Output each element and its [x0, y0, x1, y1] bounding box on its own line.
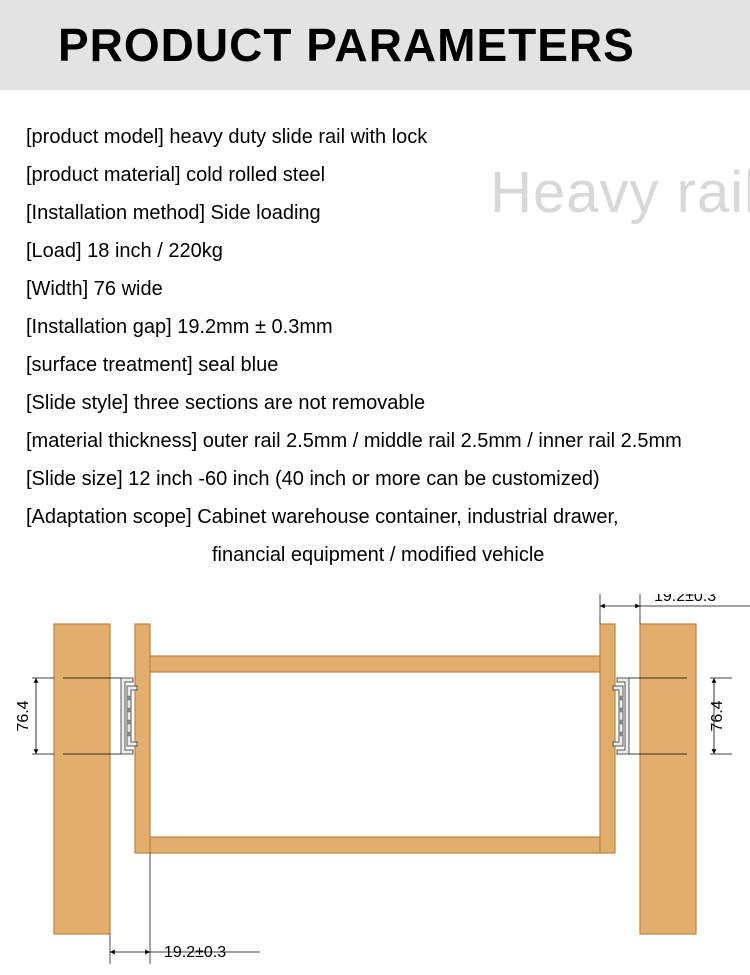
page-title: PRODUCT PARAMETERS	[58, 18, 750, 72]
svg-text:19.2±0.3: 19.2±0.3	[164, 944, 226, 961]
param-row: [Installation gap] 19.2mm ± 0.3mm	[26, 308, 730, 346]
header-band: PRODUCT PARAMETERS	[0, 0, 750, 90]
param-row-continuation: financial equipment / modified vehicle	[26, 536, 730, 574]
cross-section-diagram: 76.4 76.4 19.2±0.3 19.2±0.3	[0, 594, 750, 964]
param-row: [Load] 18 inch / 220kg	[26, 232, 730, 270]
parameters-block: Heavy rail [product model] heavy duty sl…	[0, 90, 750, 594]
param-row: [Width] 76 wide	[26, 270, 730, 308]
param-row: [Adaptation scope] Cabinet warehouse con…	[26, 498, 730, 536]
param-row: [Slide size] 12 inch -60 inch (40 inch o…	[26, 460, 730, 498]
param-row: [material thickness] outer rail 2.5mm / …	[26, 422, 730, 460]
svg-text:76.4: 76.4	[709, 700, 726, 731]
param-row: [product model] heavy duty slide rail wi…	[26, 118, 730, 156]
svg-text:76.4: 76.4	[15, 700, 32, 731]
param-row: [Slide style] three sections are not rem…	[26, 384, 730, 422]
svg-text:19.2±0.3: 19.2±0.3	[654, 594, 716, 605]
param-row: [product material] cold rolled steel	[26, 156, 730, 194]
param-row: [surface treatment] seal blue	[26, 346, 730, 384]
param-row: [Installation method] Side loading	[26, 194, 730, 232]
